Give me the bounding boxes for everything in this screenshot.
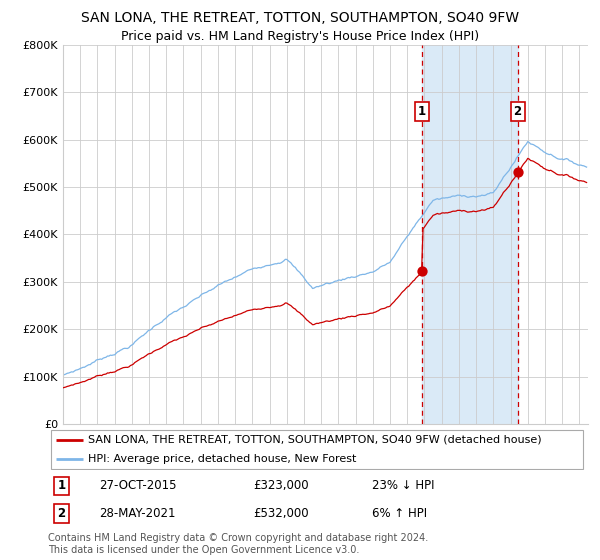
Text: SAN LONA, THE RETREAT, TOTTON, SOUTHAMPTON, SO40 9FW (detached house): SAN LONA, THE RETREAT, TOTTON, SOUTHAMPT… [89,435,542,445]
Text: Price paid vs. HM Land Registry's House Price Index (HPI): Price paid vs. HM Land Registry's House … [121,30,479,43]
Text: 28-MAY-2021: 28-MAY-2021 [100,507,176,520]
Bar [422,45,518,424]
Point [417,267,427,276]
Text: 1: 1 [418,105,425,118]
Text: 2: 2 [58,507,65,520]
Text: HPI: Average price, detached house, New Forest: HPI: Average price, detached house, New … [89,454,357,464]
Text: 23% ↓ HPI: 23% ↓ HPI [372,479,434,492]
FancyBboxPatch shape [50,430,583,469]
Text: 6% ↑ HPI: 6% ↑ HPI [372,507,427,520]
Text: 2: 2 [514,105,521,118]
Text: 27-OCT-2015: 27-OCT-2015 [100,479,177,492]
Text: 1: 1 [58,479,65,492]
Text: Contains HM Land Registry data © Crown copyright and database right 2024.
This d: Contains HM Land Registry data © Crown c… [48,533,428,555]
Point [513,167,523,176]
Text: £323,000: £323,000 [253,479,309,492]
Text: £532,000: £532,000 [253,507,309,520]
Text: SAN LONA, THE RETREAT, TOTTON, SOUTHAMPTON, SO40 9FW: SAN LONA, THE RETREAT, TOTTON, SOUTHAMPT… [81,11,519,25]
